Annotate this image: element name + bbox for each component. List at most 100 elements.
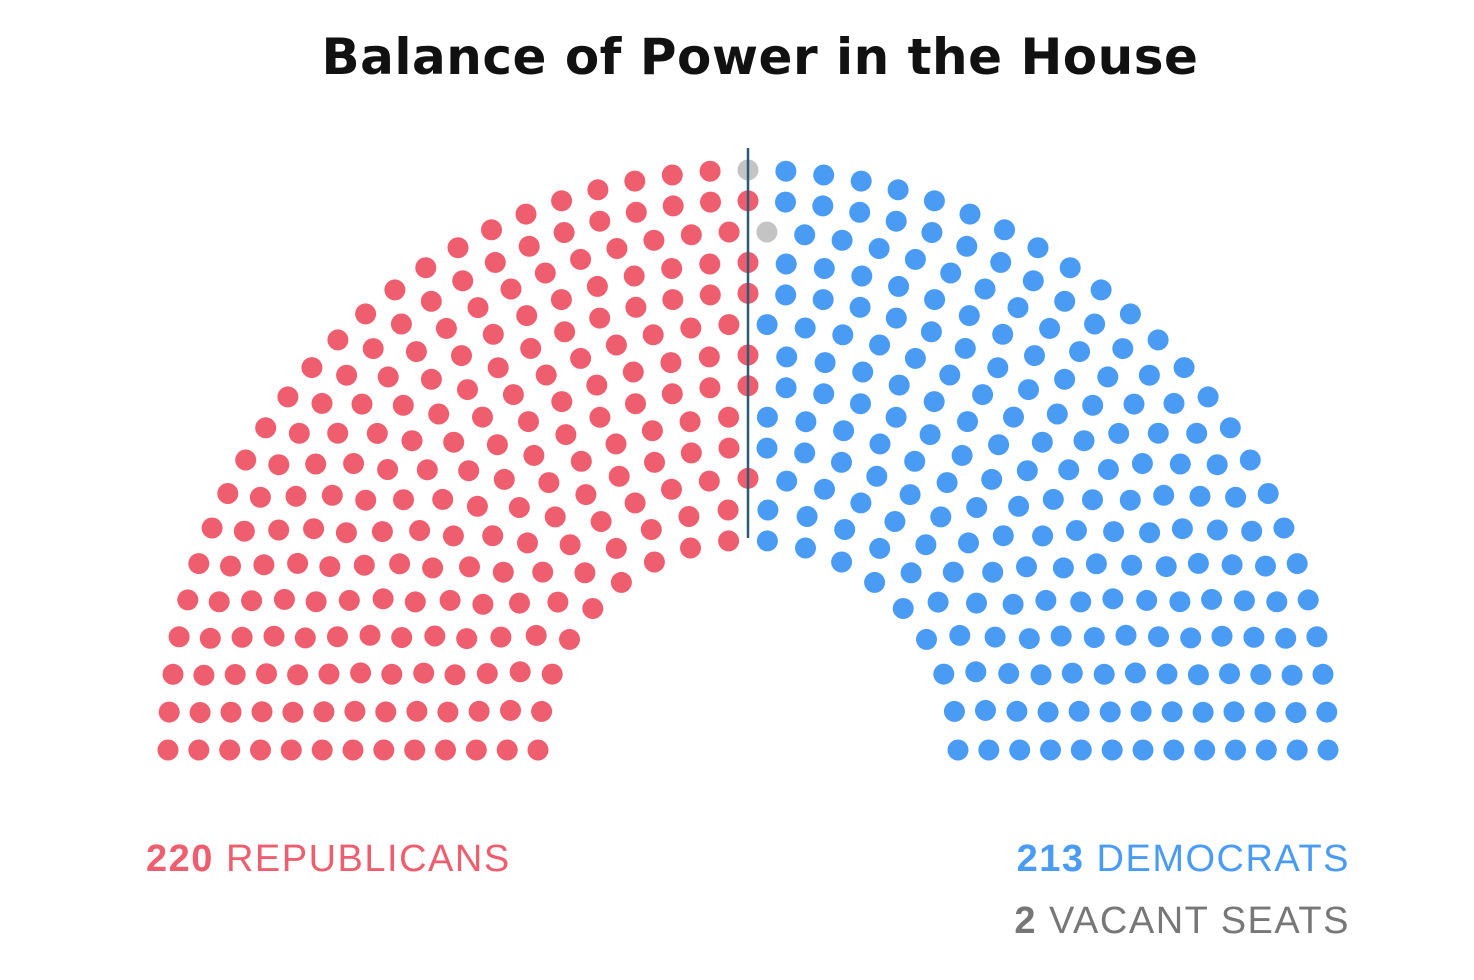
seat-dot (868, 238, 890, 259)
seat-dot (1070, 739, 1092, 761)
seat-dot (1121, 554, 1143, 576)
seat-dot (268, 454, 290, 476)
seat-dot (285, 485, 307, 507)
seat-dot (158, 701, 180, 723)
seat-dot (353, 554, 375, 576)
seat-dot (313, 701, 335, 723)
seat-dot (550, 289, 572, 311)
seat-dot (1161, 701, 1183, 723)
seat-dot (311, 392, 333, 414)
seat-dot (1155, 556, 1177, 578)
seat-dot (775, 253, 797, 275)
seat-dot (496, 739, 518, 761)
seat-dot (287, 552, 309, 574)
seat-dot (624, 492, 646, 514)
seat-dot (586, 275, 608, 297)
seat-dot (699, 377, 721, 399)
seat-dot (776, 470, 798, 492)
seat-dot (775, 377, 797, 399)
seat-dot (559, 628, 580, 650)
seat-dot (1221, 554, 1243, 576)
seat-dot (1027, 237, 1049, 259)
seat-dot (831, 229, 853, 251)
seat-dot (280, 739, 302, 761)
seat-dot (1030, 664, 1052, 686)
seat-dot (939, 364, 961, 386)
seat-dot (422, 557, 444, 579)
seat-dot (757, 499, 779, 521)
seat-dot (1058, 459, 1080, 481)
seat-dot (500, 278, 522, 300)
seat-dot (415, 257, 437, 279)
seat-dot (834, 519, 856, 540)
seat-dot (866, 465, 888, 487)
seat-dot (250, 739, 271, 761)
seat-dot (869, 334, 891, 356)
seat-dot (605, 334, 627, 356)
seat-dot (1097, 366, 1119, 388)
seat-dot (342, 739, 364, 761)
seat-dot (1243, 626, 1265, 648)
seat-dot (641, 420, 663, 442)
seat-dot (1139, 522, 1161, 544)
seat-dot (188, 553, 210, 575)
seat-dot (263, 625, 285, 647)
seat-dot (391, 627, 413, 648)
seat-dot (1008, 495, 1030, 517)
seat-dot (451, 345, 472, 367)
seat-dot (177, 589, 199, 611)
seat-dot (1180, 627, 1202, 649)
seat-dot (1069, 341, 1091, 363)
seat-dot (570, 248, 592, 270)
seat-dot (492, 561, 514, 583)
seat-dot (1009, 739, 1031, 761)
seat-dot (1101, 739, 1123, 761)
seat-dot (982, 561, 1004, 583)
seat-dot (401, 430, 423, 452)
seat-dot (589, 210, 611, 232)
democrats-label: DEMOCRATS (1096, 838, 1350, 880)
seat-dot (465, 739, 487, 761)
seat-dot (589, 307, 611, 329)
seat-dot (1040, 739, 1061, 761)
seat-dot (377, 366, 399, 388)
seat-dot (570, 347, 592, 369)
seat-dot (933, 663, 955, 685)
seat-dot (1065, 520, 1087, 541)
seat-dot (372, 588, 394, 610)
seat-dot (162, 663, 184, 685)
seat-dot (1169, 591, 1191, 613)
seat-dot (1316, 701, 1338, 723)
seat-dot (794, 442, 816, 464)
seat-dot (362, 338, 384, 360)
seat-dot (404, 591, 426, 613)
seat-dot (1317, 739, 1339, 761)
seat-dot (813, 258, 835, 279)
seat-dot (1201, 588, 1223, 610)
seat-dot (940, 262, 962, 284)
seat-dot (413, 662, 435, 684)
seat-dot (251, 701, 273, 723)
seat-dot (678, 506, 700, 527)
republicans-label: REPUBLICANS (225, 838, 511, 880)
seat-dot (756, 221, 778, 243)
seat-dot (487, 357, 509, 379)
seat-dot (794, 317, 816, 339)
seat-dot (1286, 553, 1308, 575)
seat-dot (508, 497, 530, 518)
seat-dot (241, 590, 263, 612)
seat-dot (377, 459, 399, 480)
seat-dot (904, 248, 926, 270)
seat-dot (432, 488, 454, 510)
seat-dot (975, 699, 996, 721)
seat-dot (1006, 700, 1028, 722)
seat-dot (987, 357, 1009, 379)
seat-dot (219, 739, 241, 761)
seat-dot (1123, 393, 1145, 415)
seat-dot (923, 190, 945, 212)
seat-dot (992, 323, 1014, 345)
seat-dot (590, 511, 612, 532)
seat-dot (1024, 345, 1045, 367)
seat-dot (756, 406, 778, 428)
seat-dot (201, 517, 223, 539)
